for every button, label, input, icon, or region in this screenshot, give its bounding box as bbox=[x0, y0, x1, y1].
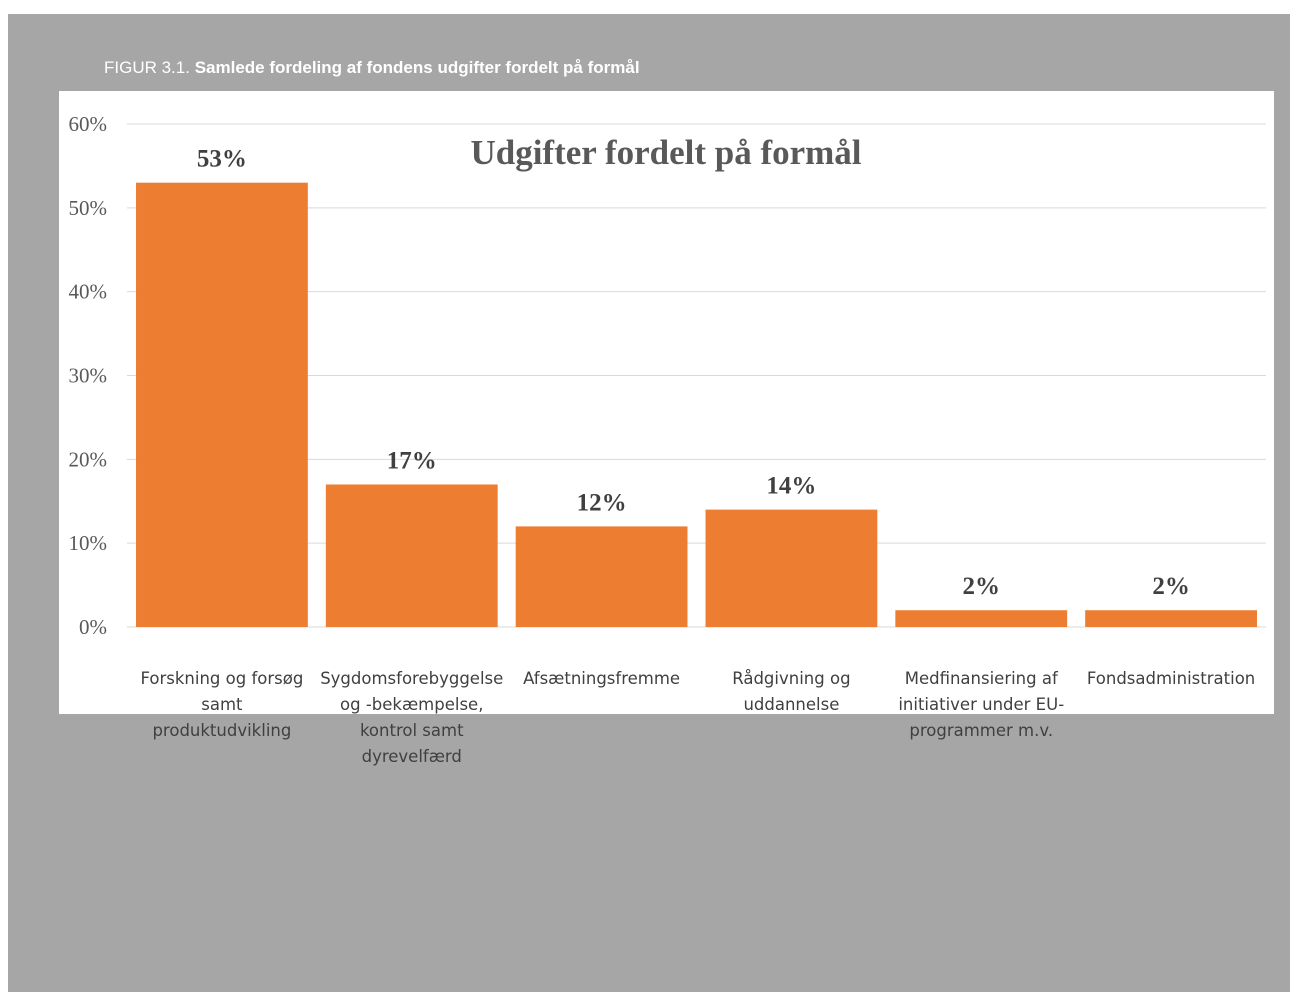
data-label: 2% bbox=[1152, 573, 1190, 600]
category-label-line: dyrevelfærd bbox=[361, 747, 462, 766]
y-tick-label: 20% bbox=[69, 447, 108, 471]
category-label-line: samt bbox=[201, 695, 243, 714]
y-tick-label: 10% bbox=[69, 531, 108, 555]
y-tick-label: 30% bbox=[69, 364, 108, 388]
y-tick-label: 0% bbox=[79, 615, 107, 639]
y-tick-label: 40% bbox=[69, 280, 108, 304]
bar bbox=[705, 509, 878, 627]
category-label: Rådgivning og uddannelse bbox=[696, 666, 886, 718]
category-label-line: Fondsadministration bbox=[1086, 669, 1256, 688]
y-tick-label: 60% bbox=[69, 112, 108, 136]
data-label: 2% bbox=[963, 573, 1001, 600]
data-label: 53% bbox=[197, 146, 247, 173]
y-tick-label: 50% bbox=[69, 196, 108, 220]
chart-panel: 0% 10% 20% 30% 40% 50% 60% 53% 17% 12% 14% 2% 2% Ud… bbox=[59, 91, 1274, 766]
category-label: Fondsadministration bbox=[1076, 666, 1266, 692]
bar-chart: 0% 10% 20% 30% 40% 50% 60% 53% 17% 12% 14% 2% 2% Ud… bbox=[69, 112, 1266, 639]
category-label: Afsætningsfremme bbox=[507, 666, 697, 692]
category-label: Sygdomsforebyggelse og -bekæmpelse, kontro… bbox=[317, 666, 507, 770]
bar bbox=[895, 610, 1068, 627]
data-label: 17% bbox=[387, 447, 437, 474]
bar bbox=[1085, 610, 1257, 627]
category-label-line: og -bekæmpelse, bbox=[340, 695, 484, 714]
category-label-line: Sygdomsforebyggelse bbox=[320, 669, 504, 688]
data-label: 14% bbox=[766, 473, 816, 500]
caption-title: Samlede fordeling af fondens udgifter fo… bbox=[194, 58, 640, 77]
category-label-line: Forskning og forsøg bbox=[140, 669, 304, 688]
category-label-line: uddannelse bbox=[743, 695, 840, 714]
category-label-line: programmer m.v. bbox=[909, 721, 1054, 740]
category-label-line: Afsætningsfremme bbox=[523, 669, 681, 688]
category-label-line: produktudvikling bbox=[152, 721, 292, 740]
figure-caption: FIGUR 3.1. Samlede fordeling af fondens … bbox=[104, 58, 640, 78]
category-label: Medfinansiering af initiativer under EU-p… bbox=[886, 666, 1076, 744]
bars bbox=[136, 182, 1257, 627]
data-label: 12% bbox=[577, 489, 627, 516]
category-label-line: Rådgivning og bbox=[732, 669, 851, 688]
chart-title: Udgifter fordelt på formål bbox=[470, 133, 861, 172]
y-axis-ticks: 0% 10% 20% 30% 40% 50% 60% bbox=[69, 112, 108, 639]
bar bbox=[136, 182, 308, 627]
bar bbox=[325, 484, 498, 627]
bar bbox=[515, 526, 688, 627]
data-labels: 53% 17% 12% 14% 2% 2% bbox=[197, 146, 1190, 601]
category-label: Forskning og forsøg samt produktudvikling bbox=[127, 666, 317, 744]
category-label-line: initiativer under EU- bbox=[898, 695, 1065, 714]
category-label-line: kontrol samt bbox=[359, 721, 464, 740]
caption-prefix: FIGUR 3.1. bbox=[104, 58, 195, 77]
category-label-line: Medfinansiering af bbox=[904, 669, 1058, 688]
gridlines bbox=[127, 123, 1266, 628]
